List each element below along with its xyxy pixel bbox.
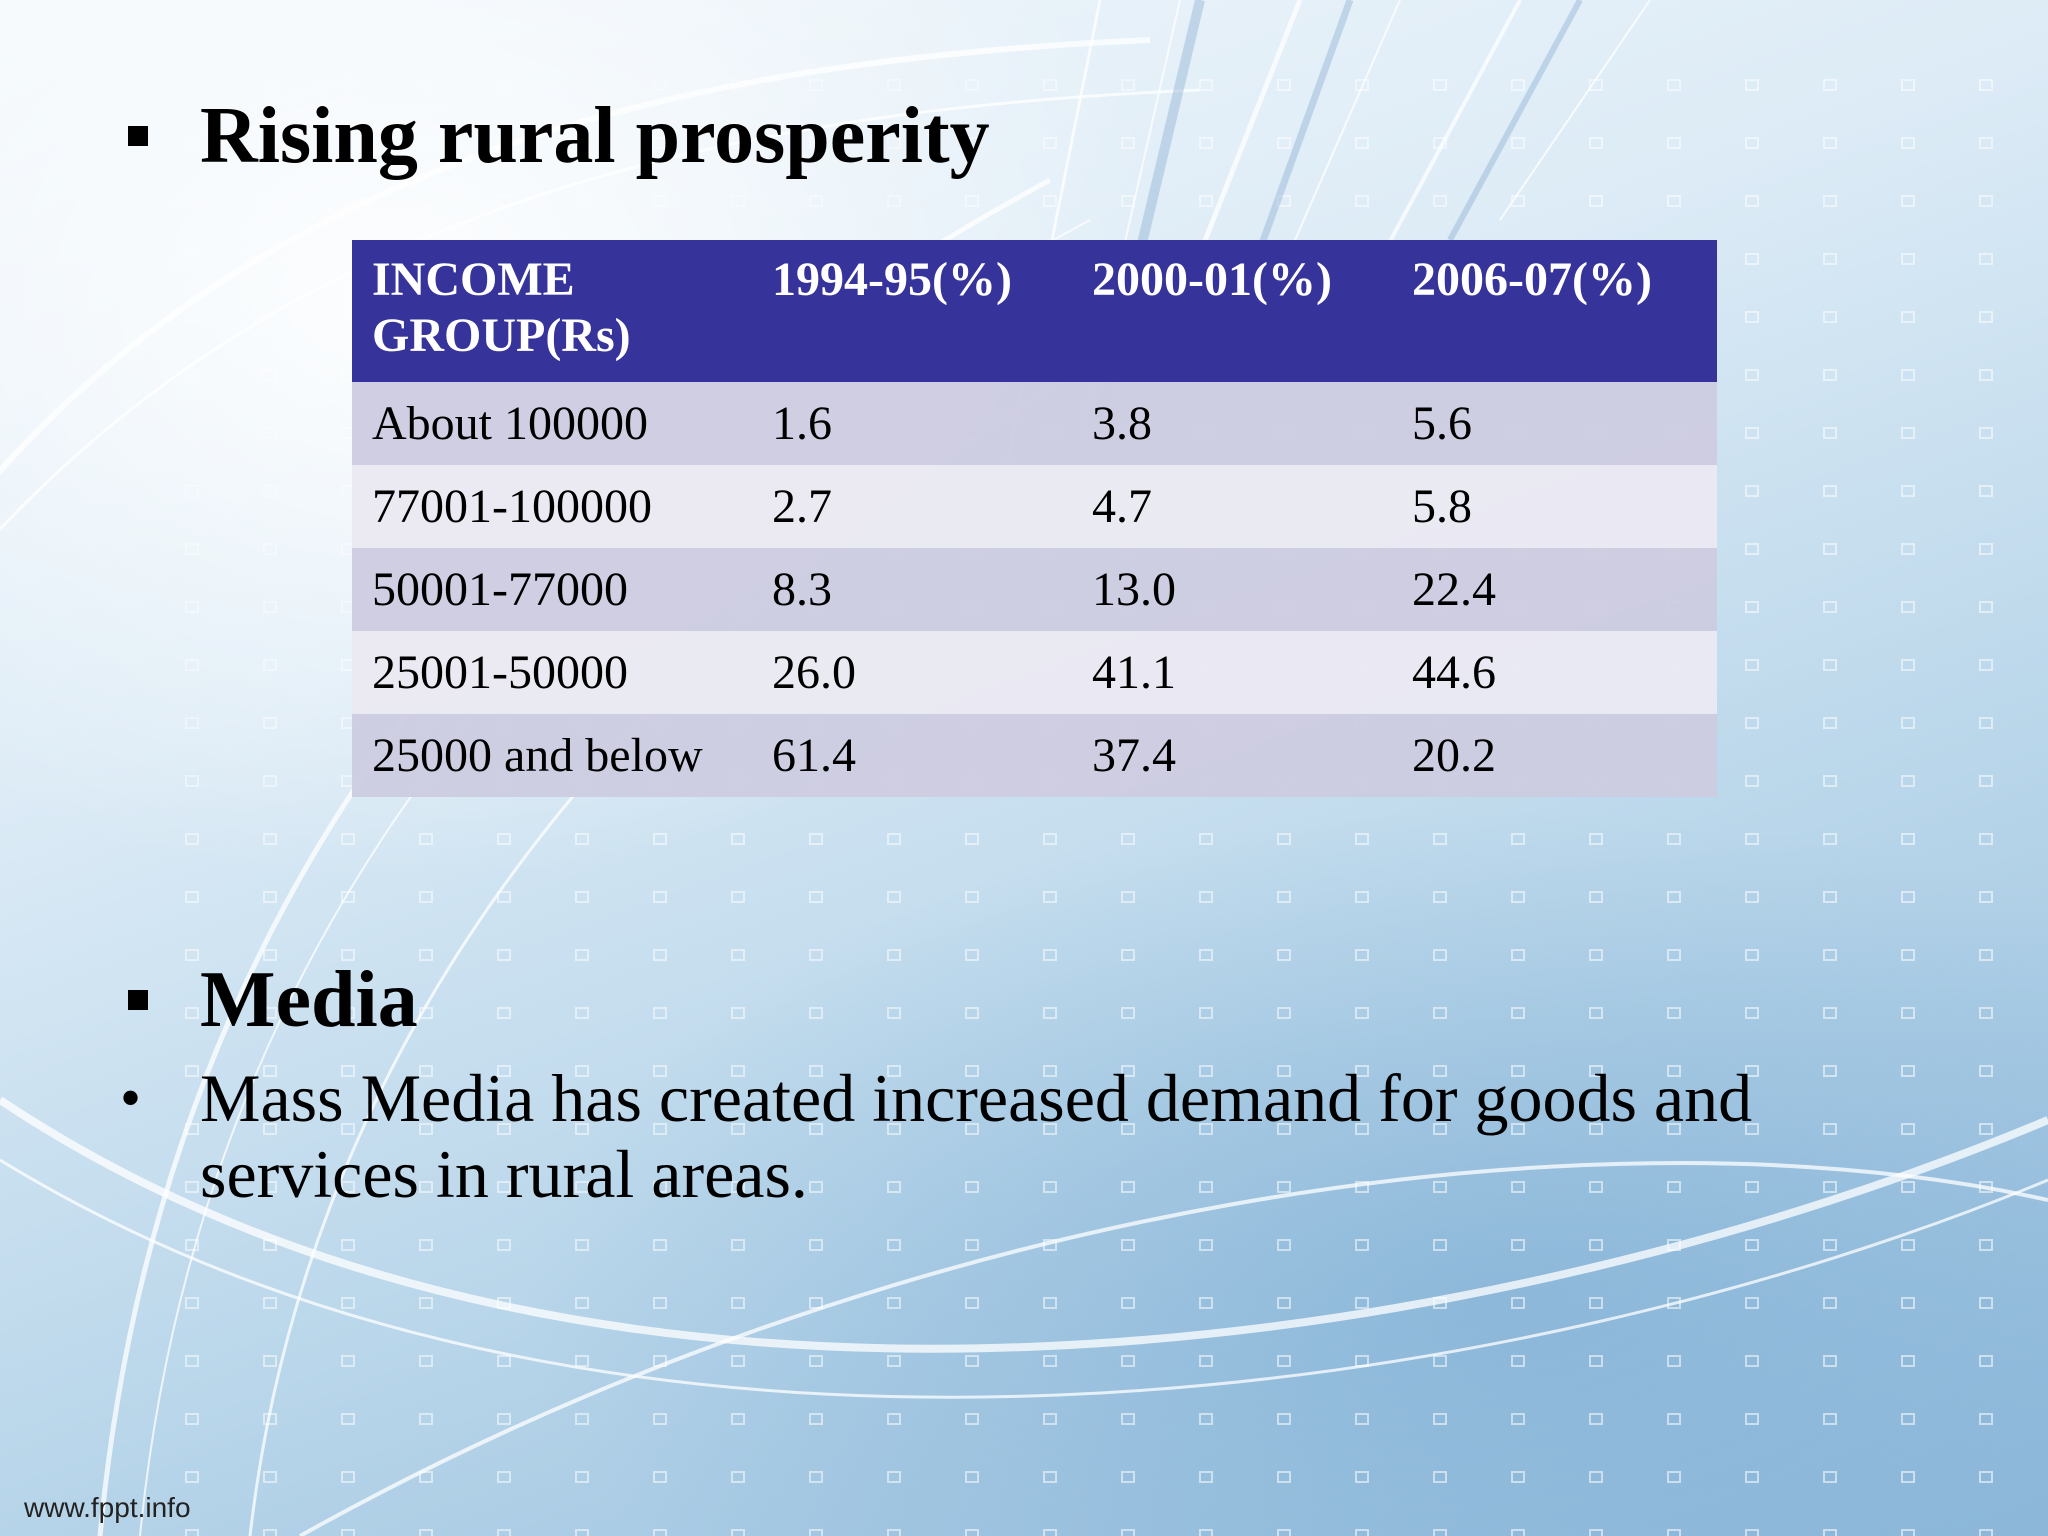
- footer-watermark: www.fppt.info: [24, 1492, 191, 1523]
- table-cell: 41.1: [1072, 631, 1392, 714]
- table-cell: 77001-100000: [352, 465, 752, 548]
- table-cell: 5.6: [1392, 382, 1717, 465]
- table-header-row: INCOME GROUP(Rs) 1994-95(%) 2000-01(%) 2…: [352, 240, 1717, 382]
- table-cell: 26.0: [752, 631, 1072, 714]
- square-bullet-icon: [128, 990, 148, 1010]
- header-1994-95: 1994-95(%): [752, 240, 1072, 382]
- table-cell: 22.4: [1392, 548, 1717, 631]
- header-income-group: INCOME GROUP(Rs): [352, 240, 752, 382]
- square-bullet-icon: [128, 126, 148, 146]
- heading-media: Media: [128, 960, 418, 1040]
- table-cell: 20.2: [1392, 714, 1717, 797]
- table-cell: 25000 and below: [352, 714, 752, 797]
- header-2006-07: 2006-07(%): [1392, 240, 1717, 382]
- table-cell: 44.6: [1392, 631, 1717, 714]
- table-row: About 100000 1.6 3.8 5.6: [352, 382, 1717, 465]
- table-cell: 37.4: [1072, 714, 1392, 797]
- heading-rising-rural-prosperity: Rising rural prosperity: [128, 96, 990, 176]
- table-cell: About 100000: [352, 382, 752, 465]
- table-cell: 1.6: [752, 382, 1072, 465]
- header-2000-01: 2000-01(%): [1072, 240, 1392, 382]
- bullet-item: • Mass Media has created increased deman…: [120, 1060, 1820, 1212]
- table-cell: 8.3: [752, 548, 1072, 631]
- table-cell: 61.4: [752, 714, 1072, 797]
- heading-text: Media: [200, 956, 418, 1044]
- table-cell: 3.8: [1072, 382, 1392, 465]
- table-cell: 5.8: [1392, 465, 1717, 548]
- table-row: 25000 and below 61.4 37.4 20.2: [352, 714, 1717, 797]
- table-cell: 4.7: [1072, 465, 1392, 548]
- table-cell: 2.7: [752, 465, 1072, 548]
- table-row: 50001-77000 8.3 13.0 22.4: [352, 548, 1717, 631]
- income-table: INCOME GROUP(Rs) 1994-95(%) 2000-01(%) 2…: [352, 240, 1717, 797]
- table-cell: 25001-50000: [352, 631, 752, 714]
- heading-text: Rising rural prosperity: [200, 92, 990, 180]
- round-bullet-icon: •: [120, 1065, 142, 1131]
- table-cell: 13.0: [1072, 548, 1392, 631]
- bullet-text: Mass Media has created increased demand …: [200, 1060, 1753, 1212]
- table-row: 77001-100000 2.7 4.7 5.8: [352, 465, 1717, 548]
- table-cell: 50001-77000: [352, 548, 752, 631]
- table-row: 25001-50000 26.0 41.1 44.6: [352, 631, 1717, 714]
